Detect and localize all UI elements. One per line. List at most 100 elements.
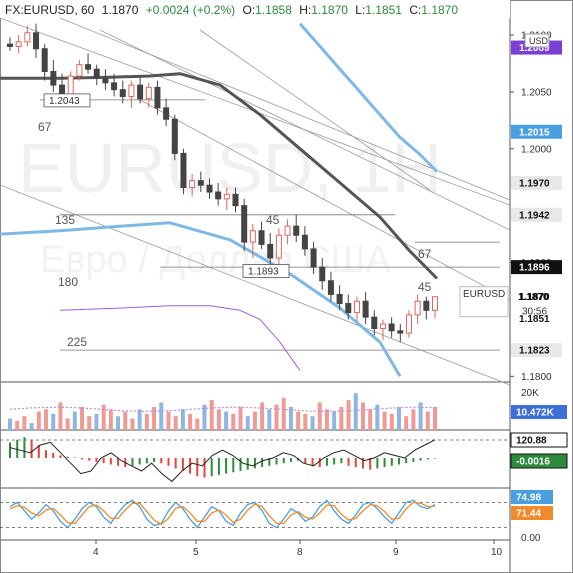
last-price: 1.1870: [102, 3, 139, 17]
candle-body: [33, 32, 40, 50]
time-axis-layer[interactable]: 4 5 8 9 10: [93, 540, 503, 558]
volume-layer: 20K 10.472K: [8, 388, 567, 430]
watermark-subtitle: Евро / Доллар США: [40, 239, 391, 281]
macd-signal-line: [9, 439, 436, 483]
volume-tag-box: [511, 405, 567, 419]
price-tag-label: 1.1870: [519, 292, 550, 303]
volume-bar: [346, 400, 351, 430]
volume-bar: [159, 402, 164, 430]
volume-bar: [245, 416, 250, 430]
candle-body: [388, 323, 395, 332]
candle-body: [371, 316, 378, 330]
volume-bar: [303, 413, 308, 430]
price-tick-label: 1.2000: [521, 144, 552, 155]
volume-bar: [324, 409, 329, 430]
price-tag-label: 1.1851: [519, 314, 550, 325]
price-tag-box: [511, 343, 562, 358]
volume-bar: [101, 404, 106, 430]
moving-average-line: [298, 22, 439, 173]
volume-bar: [353, 393, 358, 430]
volume-bar: [209, 400, 214, 430]
stoch-tag-label: 74.98: [516, 493, 541, 504]
currency-badge[interactable]: [524, 33, 550, 48]
volume-bar: [8, 418, 12, 430]
candle-body: [24, 32, 31, 43]
volume-bar: [137, 409, 142, 430]
volume-bar: [274, 404, 279, 430]
stoch-tag-label: 71.44: [516, 509, 541, 520]
time-tick-label: 10: [491, 547, 503, 558]
price-tag-box: [510, 289, 563, 305]
candle-body: [267, 243, 274, 259]
volume-bar: [202, 404, 207, 430]
time-tick-label: 4: [93, 547, 99, 558]
price-tick-label: 1.2050: [521, 87, 552, 98]
price-tag-label: 1.1896: [519, 263, 550, 274]
volume-bar: [65, 418, 70, 430]
volume-bar: [72, 411, 77, 430]
candle-body: [93, 68, 100, 79]
candle-body: [275, 234, 282, 259]
high-value: 1.1870: [311, 3, 348, 17]
stoch-line: [9, 499, 436, 529]
price-tag-label: 1.1942: [519, 210, 550, 221]
volume-bar: [108, 409, 113, 430]
candles-layer: [7, 23, 438, 343]
price-tags-layer: 1.2089 1.2015 1.1970 1.1942 1.1896 1.1870 1.18…: [459, 40, 563, 358]
candle-body: [180, 152, 187, 188]
volume-bar: [116, 416, 121, 430]
volume-bar: [288, 407, 293, 430]
candle-body: [15, 41, 22, 47]
time-tick-label: 8: [297, 547, 303, 558]
open-label: O:: [243, 3, 256, 17]
level-label-box: [242, 264, 290, 278]
currency-label: USD: [529, 36, 549, 46]
volume-bar: [51, 413, 56, 430]
candle-body: [171, 118, 178, 154]
volume-bar: [260, 402, 265, 430]
stoch-tick-label: 0.00: [521, 533, 541, 544]
candle-body: [154, 86, 161, 109]
volume-bar: [216, 409, 221, 430]
candle-body: [405, 314, 412, 334]
macd-tag-box: [510, 453, 568, 469]
symbol: FX:EURUSD, 60: [5, 3, 95, 17]
candle-body: [241, 205, 248, 243]
volume-bar: [252, 411, 257, 430]
volume-bar: [195, 418, 200, 430]
volume-bar: [404, 416, 409, 430]
candle-body: [7, 43, 13, 47]
candle-body: [67, 75, 74, 95]
macd-tag-label: -0.0016: [516, 457, 550, 468]
stochastic-layer: 74.98 71.44 0.00: [0, 490, 553, 544]
moving-average-line: [0, 221, 402, 378]
price-tick-label: 1.1800: [521, 372, 552, 383]
volume-average-line: [9, 406, 436, 412]
price-box-price: 1.1870: [518, 292, 549, 303]
annotations-layer: 1.2043 1.1893 67 135 180 225 45 67 45: [38, 93, 432, 349]
candle-body: [85, 64, 92, 70]
volume-bar: [152, 407, 157, 430]
candle-body: [232, 193, 239, 207]
volume-bar: [144, 413, 149, 430]
volume-bar: [130, 418, 135, 430]
volume-bar: [382, 411, 387, 430]
volume-tag-label: 10.472K: [516, 408, 555, 419]
price-tag-label: 1.2089: [519, 43, 550, 54]
volume-bar: [310, 416, 315, 430]
volume-bar: [173, 416, 178, 430]
macd-tag-label: 120.88: [516, 436, 547, 447]
candle-body: [258, 230, 265, 245]
price-tag-box: [510, 310, 563, 326]
line-annotation: 225: [67, 335, 87, 349]
close-value: 1.1870: [421, 3, 458, 17]
volume-bar: [389, 413, 394, 430]
candle-body: [197, 180, 204, 186]
volume-bar: [360, 402, 365, 430]
volume-bar: [339, 407, 344, 430]
volume-bar: [36, 411, 41, 430]
volume-bar: [29, 423, 34, 430]
candle-body: [414, 300, 421, 316]
candle-body: [111, 82, 118, 91]
